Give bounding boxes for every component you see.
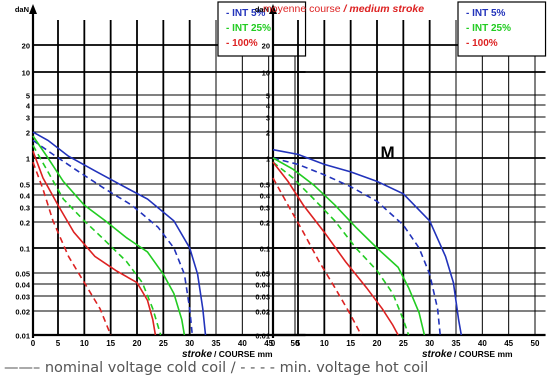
series-line-100--dashed bbox=[272, 177, 362, 336]
marker-label: M bbox=[380, 143, 394, 162]
series-line-100--solid bbox=[32, 150, 157, 336]
legend-entry: - INT 5% bbox=[226, 8, 266, 19]
legend-entry: - 100% bbox=[226, 38, 258, 49]
series-line-int-5--dashed bbox=[32, 139, 194, 336]
legend-box bbox=[217, 1, 307, 57]
y-tick-label: 5 bbox=[266, 92, 270, 101]
series-line-100--solid bbox=[272, 161, 399, 336]
x-tick-label: 40 bbox=[238, 339, 247, 348]
x-tick-label: 5 bbox=[56, 339, 61, 348]
x-tick-label: 40 bbox=[478, 339, 487, 348]
y-tick-label: 0.1 bbox=[20, 245, 30, 254]
x-axis-label-fr: / COURSE mm bbox=[454, 349, 513, 359]
y-tick-label: 3 bbox=[26, 114, 30, 123]
x-tick-label: 25 bbox=[159, 339, 168, 348]
x-axis-label-en: stroke bbox=[422, 349, 452, 360]
chart-title-en: / medium stroke bbox=[343, 3, 425, 15]
y-tick-label: 20 bbox=[22, 42, 30, 51]
x-tick-label: 45 bbox=[264, 339, 273, 348]
chart-panel-1: 0.010.020.030.040.050.10.20.30.40.512345… bbox=[15, 1, 307, 360]
x-tick-label: 10 bbox=[80, 339, 89, 348]
y-tick-label: 0.02 bbox=[15, 308, 30, 317]
y-tick-label: 0.1 bbox=[260, 245, 270, 254]
y-tick-label: 10 bbox=[22, 69, 30, 78]
series-line-100--dashed bbox=[32, 161, 112, 336]
y-tick-label: 0.03 bbox=[255, 293, 270, 302]
y-tick-label: 0.2 bbox=[20, 219, 30, 228]
x-tick-label: 50 bbox=[291, 339, 300, 348]
y-tick-label: 0.04 bbox=[15, 281, 30, 290]
x-tick-label: 15 bbox=[106, 339, 115, 348]
footer-caption: ——– nominal voltage cold coil / - - - - … bbox=[4, 360, 429, 376]
legend-entry: - INT 25% bbox=[466, 23, 511, 34]
x-tick-label: 5 bbox=[296, 339, 301, 348]
chart-panel-2: 0.010.020.030.040.050.10.20.30.40.512345… bbox=[255, 1, 547, 360]
y-tick-label: 1 bbox=[266, 155, 270, 164]
y-tick-label: 10 bbox=[262, 69, 270, 78]
x-tick-label: 20 bbox=[373, 339, 382, 348]
y-tick-label: 5 bbox=[26, 92, 30, 101]
x-tick-label: 0 bbox=[31, 339, 36, 348]
x-tick-label: 35 bbox=[452, 339, 461, 348]
y-axis-arrow bbox=[29, 4, 37, 14]
series-line-int-25--solid bbox=[32, 135, 186, 336]
y-unit-label: daN bbox=[15, 5, 29, 14]
x-axis-label-en: stroke bbox=[182, 349, 212, 360]
y-tick-label: 4 bbox=[266, 102, 271, 111]
x-tick-label: 30 bbox=[425, 339, 434, 348]
y-tick-label: 0.5 bbox=[20, 181, 30, 190]
x-tick-label: 45 bbox=[504, 339, 513, 348]
y-tick-label: 0.3 bbox=[260, 204, 270, 213]
y-axis-arrow bbox=[269, 4, 277, 14]
chart-title: moyenne course / medium stroke bbox=[263, 3, 424, 15]
legend-entry: - 100% bbox=[466, 38, 498, 49]
y-tick-label: 0.05 bbox=[15, 270, 30, 279]
x-tick-label: 25 bbox=[399, 339, 408, 348]
y-tick-label: 3 bbox=[266, 114, 270, 123]
x-axis-label-fr: / COURSE mm bbox=[214, 349, 273, 359]
x-tick-label: 0 bbox=[271, 339, 276, 348]
x-tick-label: 50 bbox=[531, 339, 540, 348]
chart-title-fr: moyenne course bbox=[263, 3, 344, 15]
x-tick-label: 35 bbox=[212, 339, 221, 348]
y-tick-label: 0.4 bbox=[20, 192, 31, 201]
y-tick-label: 0.04 bbox=[255, 281, 270, 290]
x-tick-label: 10 bbox=[320, 339, 329, 348]
y-tick-label: 4 bbox=[26, 102, 31, 111]
y-tick-label: 2 bbox=[26, 129, 30, 138]
series-line-int-5--solid bbox=[272, 148, 463, 336]
y-tick-label: 20 bbox=[262, 42, 270, 51]
y-tick-label: 0.03 bbox=[15, 293, 30, 302]
y-tick-label: 0.5 bbox=[260, 181, 270, 190]
x-tick-label: 20 bbox=[133, 339, 142, 348]
legend-entry: - INT 5% bbox=[466, 8, 506, 19]
series-line-int-5--solid bbox=[32, 131, 207, 336]
legend-box bbox=[457, 1, 547, 57]
legend-entry: - INT 25% bbox=[226, 23, 271, 34]
y-tick-label: 1 bbox=[26, 155, 30, 164]
series-line-int-25--dashed bbox=[272, 161, 410, 336]
y-tick-label: 0.01 bbox=[255, 332, 270, 341]
x-tick-label: 15 bbox=[346, 339, 355, 348]
series-line-int-5--dashed bbox=[272, 157, 441, 336]
y-tick-label: 0.02 bbox=[255, 308, 270, 317]
y-tick-label: 0.05 bbox=[255, 270, 270, 279]
x-tick-label: 30 bbox=[185, 339, 194, 348]
y-tick-label: 2 bbox=[266, 129, 270, 138]
series-line-int-25--solid bbox=[272, 157, 426, 336]
series-line-int-25--dashed bbox=[32, 145, 162, 336]
y-tick-label: 0.3 bbox=[20, 204, 30, 213]
y-unit-label: daN bbox=[255, 5, 269, 14]
y-tick-label: 0.2 bbox=[260, 219, 270, 228]
y-tick-label: 0.4 bbox=[260, 192, 271, 201]
y-tick-label: 0.01 bbox=[15, 332, 30, 341]
